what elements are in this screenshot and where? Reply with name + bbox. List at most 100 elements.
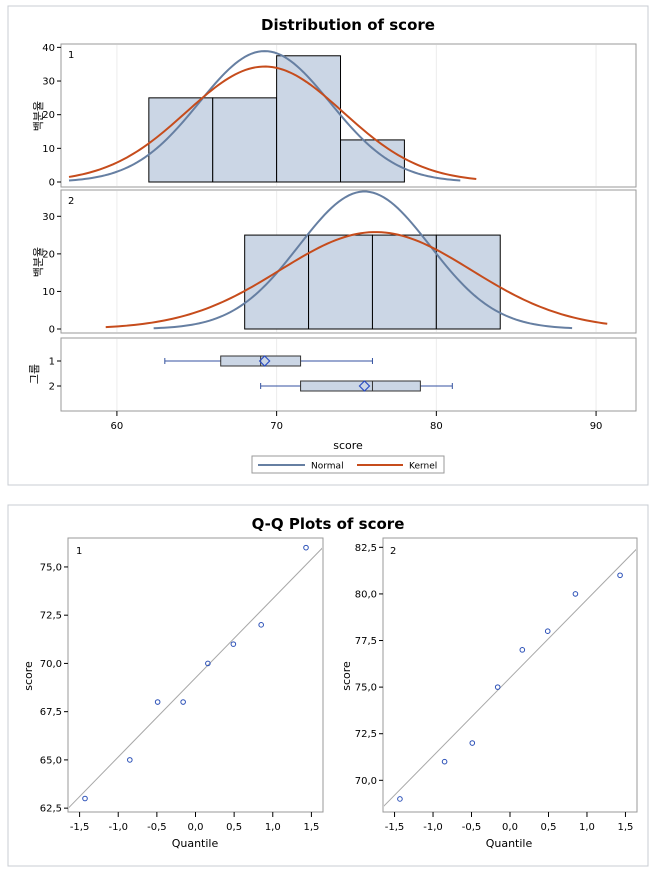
legend-kernel-label: Kernel (409, 462, 437, 472)
qq-panel-1-point-1 (127, 757, 133, 763)
qq-panel-1: -1,5 -1,0 -0,5 0,0 0,5 1,0 1,5 62,5 65,0 67,5 70,0… (22, 537, 324, 850)
p2-ytick-label-2: 20 (42, 249, 55, 260)
qq-panel-1-ytick-label-5: 75,0 (40, 562, 62, 573)
p1-ytick-label-1: 10 (42, 144, 55, 155)
qq-panel-1-ytick-label-1: 65,0 (40, 755, 62, 766)
panel-2-bars (244, 234, 501, 330)
qq-panel-2-xtick-label-5: 1,0 (579, 822, 595, 833)
panel-2-label: 2 (68, 196, 74, 207)
panel-2-y-label: 백분율 (32, 247, 45, 277)
qq-panel-1-point-3 (180, 699, 186, 705)
qq-panel-2-ytick-label-3: 77,5 (355, 636, 377, 647)
qq-panel-1-y-label: score (22, 661, 35, 691)
qq-panel-1-point-2 (154, 699, 161, 705)
qq-panel-2-reference-line (384, 548, 636, 807)
p2-histogram-bar-2 (371, 234, 437, 330)
distribution-xtick-label-2: 80 (430, 421, 443, 432)
p2-ytick-label-1: 10 (42, 287, 55, 298)
qq-panel-1-point-0 (82, 795, 88, 802)
qq-title: Q-Q Plots of score (252, 515, 405, 533)
p1-histogram-bar-0 (148, 97, 214, 183)
qq-panel-2-xtick-label-4: 0,5 (541, 822, 557, 833)
qq-panel-2-ytick-label-4: 80,0 (355, 589, 377, 600)
qq-panel-2-point-4 (519, 647, 526, 653)
qq-panel-2-xtick-label-0: -1,5 (385, 822, 405, 833)
panel-1-y-label: 백분율 (32, 101, 45, 131)
boxplot-panel: 12 그룹 (28, 337, 637, 412)
qq-panel-2-y-label: score (340, 661, 353, 691)
qq-panel-1-content: -1,5 -1,0 -0,5 0,0 0,5 1,0 1,5 62,5 65,0 67,5 70,0… (40, 544, 322, 833)
qq-panel-2-ytick-label-5: 82,5 (355, 543, 377, 554)
qq-panel-1-ytick-label-4: 72,5 (40, 611, 62, 622)
qq-panel-1-x-label: Quantile (172, 837, 219, 850)
qq-panel-2-x-label: Quantile (486, 837, 533, 850)
panel-2-kernel-curve (105, 231, 608, 329)
panel-1-label: 1 (68, 50, 74, 61)
qq-panel-2-point-1 (441, 758, 448, 765)
distribution-x-axis: 60 70 80 90 (111, 411, 603, 432)
qq-panel-2-point-0 (397, 796, 403, 802)
qq-panel-2: -1,5 -1,0 -0,5 0,0 0,5 1,0 1,5 70,0 72,5 75,0 77,5… (340, 537, 638, 850)
qq-panel-1-ytick-label-2: 67,5 (40, 707, 62, 718)
boxplot-y-label: 그룹 (28, 364, 41, 384)
p1-histogram-bar-1 (212, 97, 278, 183)
qq-panel-1-ytick-label-0: 62,5 (40, 804, 62, 815)
panel-1-kernel-curve (68, 65, 477, 181)
qq-panel-1-reference-line (69, 547, 322, 809)
qq-panel-1-point-6 (258, 622, 264, 628)
qq-panel-1-label: 1 (76, 546, 82, 557)
qq-panel-1-xtick-label-4: 0,5 (226, 822, 242, 833)
qq-panel-1-point-4 (205, 660, 211, 667)
p1-ytick-label-4: 40 (42, 43, 55, 54)
qq-panel-2-ytick-label-2: 75,0 (355, 683, 377, 694)
p2-ytick-label-0: 0 (49, 325, 55, 336)
qq-panel-2-point-5 (544, 628, 551, 634)
qq-panel-2-frame (382, 537, 638, 813)
qq-panel-1-xtick-label-1: -1,0 (108, 822, 128, 833)
legend-frame (251, 455, 445, 474)
boxplot-mean-marker-0 (258, 355, 271, 367)
qq-panel-2-point-7 (617, 572, 623, 579)
qq-panel-2-xtick-label-6: 1,5 (618, 822, 634, 833)
p1-ytick-label-3: 30 (42, 77, 55, 88)
histogram-panel-1: 0 10 20 30 40 1 백분율 (32, 43, 637, 189)
qq-panel-1-ytick-label-3: 70,0 (40, 659, 62, 670)
qq-panel-1-xtick-label-3: 0,0 (188, 822, 204, 833)
qq-panel-1-point-7 (303, 544, 309, 551)
legend-normal-label: Normal (311, 462, 344, 472)
distribution-xtick-label-0: 60 (111, 421, 124, 432)
distribution-figure: Distribution of score 0 10 20 30 40 1 백분율 0 1… (7, 5, 649, 486)
p1-histogram-bar-3 (340, 139, 405, 183)
boxplot-group-label-0: 1 (49, 357, 55, 368)
qq-panel-1-xtick-label-6: 1,5 (303, 822, 319, 833)
qq-panel-2-content: -1,5 -1,0 -0,5 0,0 0,5 1,0 1,5 70,0 72,5 75,0 77,5… (355, 543, 636, 833)
qq-panel-2-ytick-label-0: 70,0 (355, 776, 377, 787)
distribution-xtick-label-3: 90 (590, 421, 603, 432)
distribution-xtick-label-1: 70 (270, 421, 283, 432)
p1-ytick-label-2: 20 (42, 110, 55, 121)
distribution-title: Distribution of score (261, 16, 435, 34)
qq-panel-2-xtick-label-2: -0,5 (462, 822, 482, 833)
panel-1-normal-curve (68, 50, 461, 182)
qq-panel-2-point-6 (572, 591, 579, 597)
qq-panel-2-label: 2 (390, 546, 396, 557)
boxplot-group-label-1: 2 (49, 382, 55, 393)
qq-panel-2-xtick-label-1: -1,0 (423, 822, 443, 833)
histogram-panel-2: 0 10 20 30 2 백분율 (32, 189, 637, 336)
qq-panel-2-xtick-label-3: 0,0 (502, 822, 518, 833)
boxplot-frame (60, 337, 637, 412)
distribution-x-label: score (333, 439, 363, 452)
qq-panel-1-xtick-label-0: -1,5 (70, 822, 90, 833)
qq-panel-2-point-2 (469, 740, 476, 746)
panel-1-y-ticks: 0 10 20 30 40 (42, 43, 61, 189)
boxplot-boxes: 12 (49, 355, 453, 393)
p2-histogram-bar-0 (244, 234, 310, 330)
qq-panel-1-xtick-label-2: -0,5 (147, 822, 167, 833)
p2-ytick-label-3: 30 (42, 212, 55, 223)
panel-1-bars (148, 55, 405, 183)
qq-panel-2-ytick-label-1: 72,5 (355, 729, 377, 740)
boxplot-mean-marker-1 (358, 380, 371, 392)
qq-panel-2-point-3 (494, 684, 501, 690)
qq-panel-1-point-5 (230, 641, 237, 647)
